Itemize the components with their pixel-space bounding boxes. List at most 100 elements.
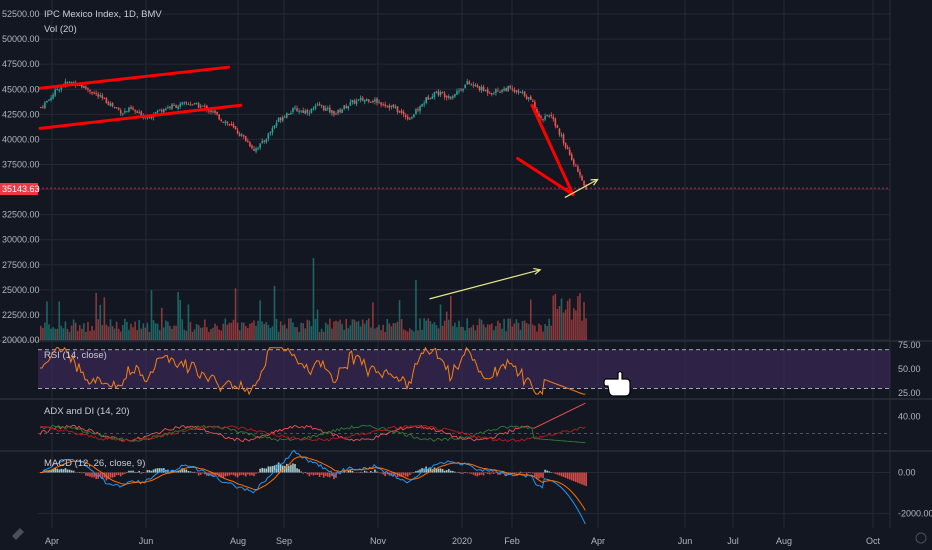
volume-bar (392, 323, 395, 340)
volume-bar (234, 288, 237, 340)
volume-bar (54, 328, 56, 340)
volume-bar (158, 330, 161, 340)
volume-bar (316, 309, 319, 340)
candle-body (261, 141, 263, 144)
macd-histogram-bar (197, 472, 200, 476)
macd-histogram-bar (68, 469, 71, 473)
volume-bar (415, 280, 417, 340)
macd-histogram-bar (195, 472, 198, 474)
volume-bar (42, 328, 44, 340)
candle-body (259, 143, 261, 148)
candle-body (394, 106, 397, 108)
macd-histogram-bar (482, 472, 485, 476)
volume-bar (347, 328, 350, 340)
candle-body (269, 131, 272, 134)
macd-histogram-bar (359, 471, 362, 473)
macd-histogram-bar (271, 466, 274, 473)
volume-bar (171, 328, 173, 340)
candle-body (491, 93, 493, 95)
candle-body (429, 98, 432, 100)
volume-bar (269, 327, 272, 340)
macd-histogram-bar (308, 472, 311, 477)
volume-bar (167, 321, 169, 340)
macd-histogram-bar (386, 472, 389, 475)
candle-body (113, 106, 116, 108)
trend-line (38, 103, 243, 130)
candle-body (150, 116, 153, 119)
candle-body (298, 111, 300, 113)
macd-histogram-bar (72, 470, 75, 473)
macd-histogram-bar (486, 472, 489, 474)
candle-body (263, 140, 266, 142)
volume-bar (380, 330, 382, 340)
candle-body (345, 106, 348, 109)
volume-bar (109, 319, 112, 340)
macd-histogram-bar (517, 472, 520, 474)
candle-body (546, 115, 548, 117)
macd-histogram-bar (160, 468, 163, 473)
volume-bar (361, 319, 364, 340)
macd-histogram-bar (255, 472, 257, 474)
candle-body (316, 104, 319, 106)
candle-body (271, 128, 274, 133)
macd-histogram-bar (322, 472, 325, 478)
candle-body (320, 105, 323, 107)
volume-bar (320, 328, 323, 340)
candle-body (454, 94, 456, 97)
volume-bar (85, 331, 87, 340)
macd-histogram-bar (212, 472, 214, 477)
candle-body (570, 154, 573, 161)
candle-body (435, 91, 438, 93)
macd-histogram-bar (425, 466, 427, 473)
candle-body (351, 99, 354, 103)
volume-bar (456, 327, 458, 340)
volume-bar (372, 302, 374, 340)
macd-histogram-bar (286, 463, 288, 473)
candle-body (538, 113, 540, 117)
volume-bar (370, 327, 372, 340)
macd-histogram-bar (460, 472, 462, 474)
candle-body (333, 111, 335, 115)
candle-body (404, 115, 407, 118)
candle-body (421, 103, 423, 107)
candle-body (517, 90, 520, 93)
volume-bar (384, 331, 386, 340)
candle-body (378, 101, 380, 103)
candle-body (382, 104, 384, 106)
volume-bar (304, 328, 307, 340)
macd-histogram-bar (298, 469, 300, 473)
volume-bar (222, 323, 225, 340)
candle-body (91, 91, 93, 94)
macd-histogram-bar (144, 472, 147, 474)
macd-histogram-bar (281, 465, 284, 473)
adx-label: ADX and DI (14, 20) (44, 406, 130, 417)
rsi-tick-label: 25.00 (898, 388, 921, 398)
volume-bar (169, 325, 171, 340)
volume-bar (251, 322, 253, 340)
macd-histogram-bar (146, 470, 149, 473)
macd-histogram-bar (488, 472, 491, 475)
auto-scale-icon[interactable] (915, 532, 927, 544)
macd-histogram-bar (273, 465, 276, 473)
volume-bar (470, 327, 473, 340)
volume-bar (191, 331, 194, 340)
volume-bar (93, 330, 95, 340)
macd-histogram-bar (265, 468, 268, 473)
candle-body (50, 97, 52, 101)
macd-histogram-bar (519, 471, 522, 473)
candle-body (437, 91, 440, 96)
candle-body (107, 102, 110, 106)
volume-bar (312, 258, 315, 340)
candle-body (173, 105, 175, 107)
volume-bar (585, 318, 587, 340)
candle-body (224, 121, 227, 124)
candle-body (240, 134, 243, 136)
macd-histogram-bar (462, 472, 464, 474)
candle-body (236, 130, 239, 134)
macd-histogram-bar (220, 472, 222, 478)
macd-histogram-bar (171, 470, 173, 473)
candle-body (343, 105, 345, 109)
candle-body (126, 111, 128, 113)
volume-bar (480, 319, 483, 340)
